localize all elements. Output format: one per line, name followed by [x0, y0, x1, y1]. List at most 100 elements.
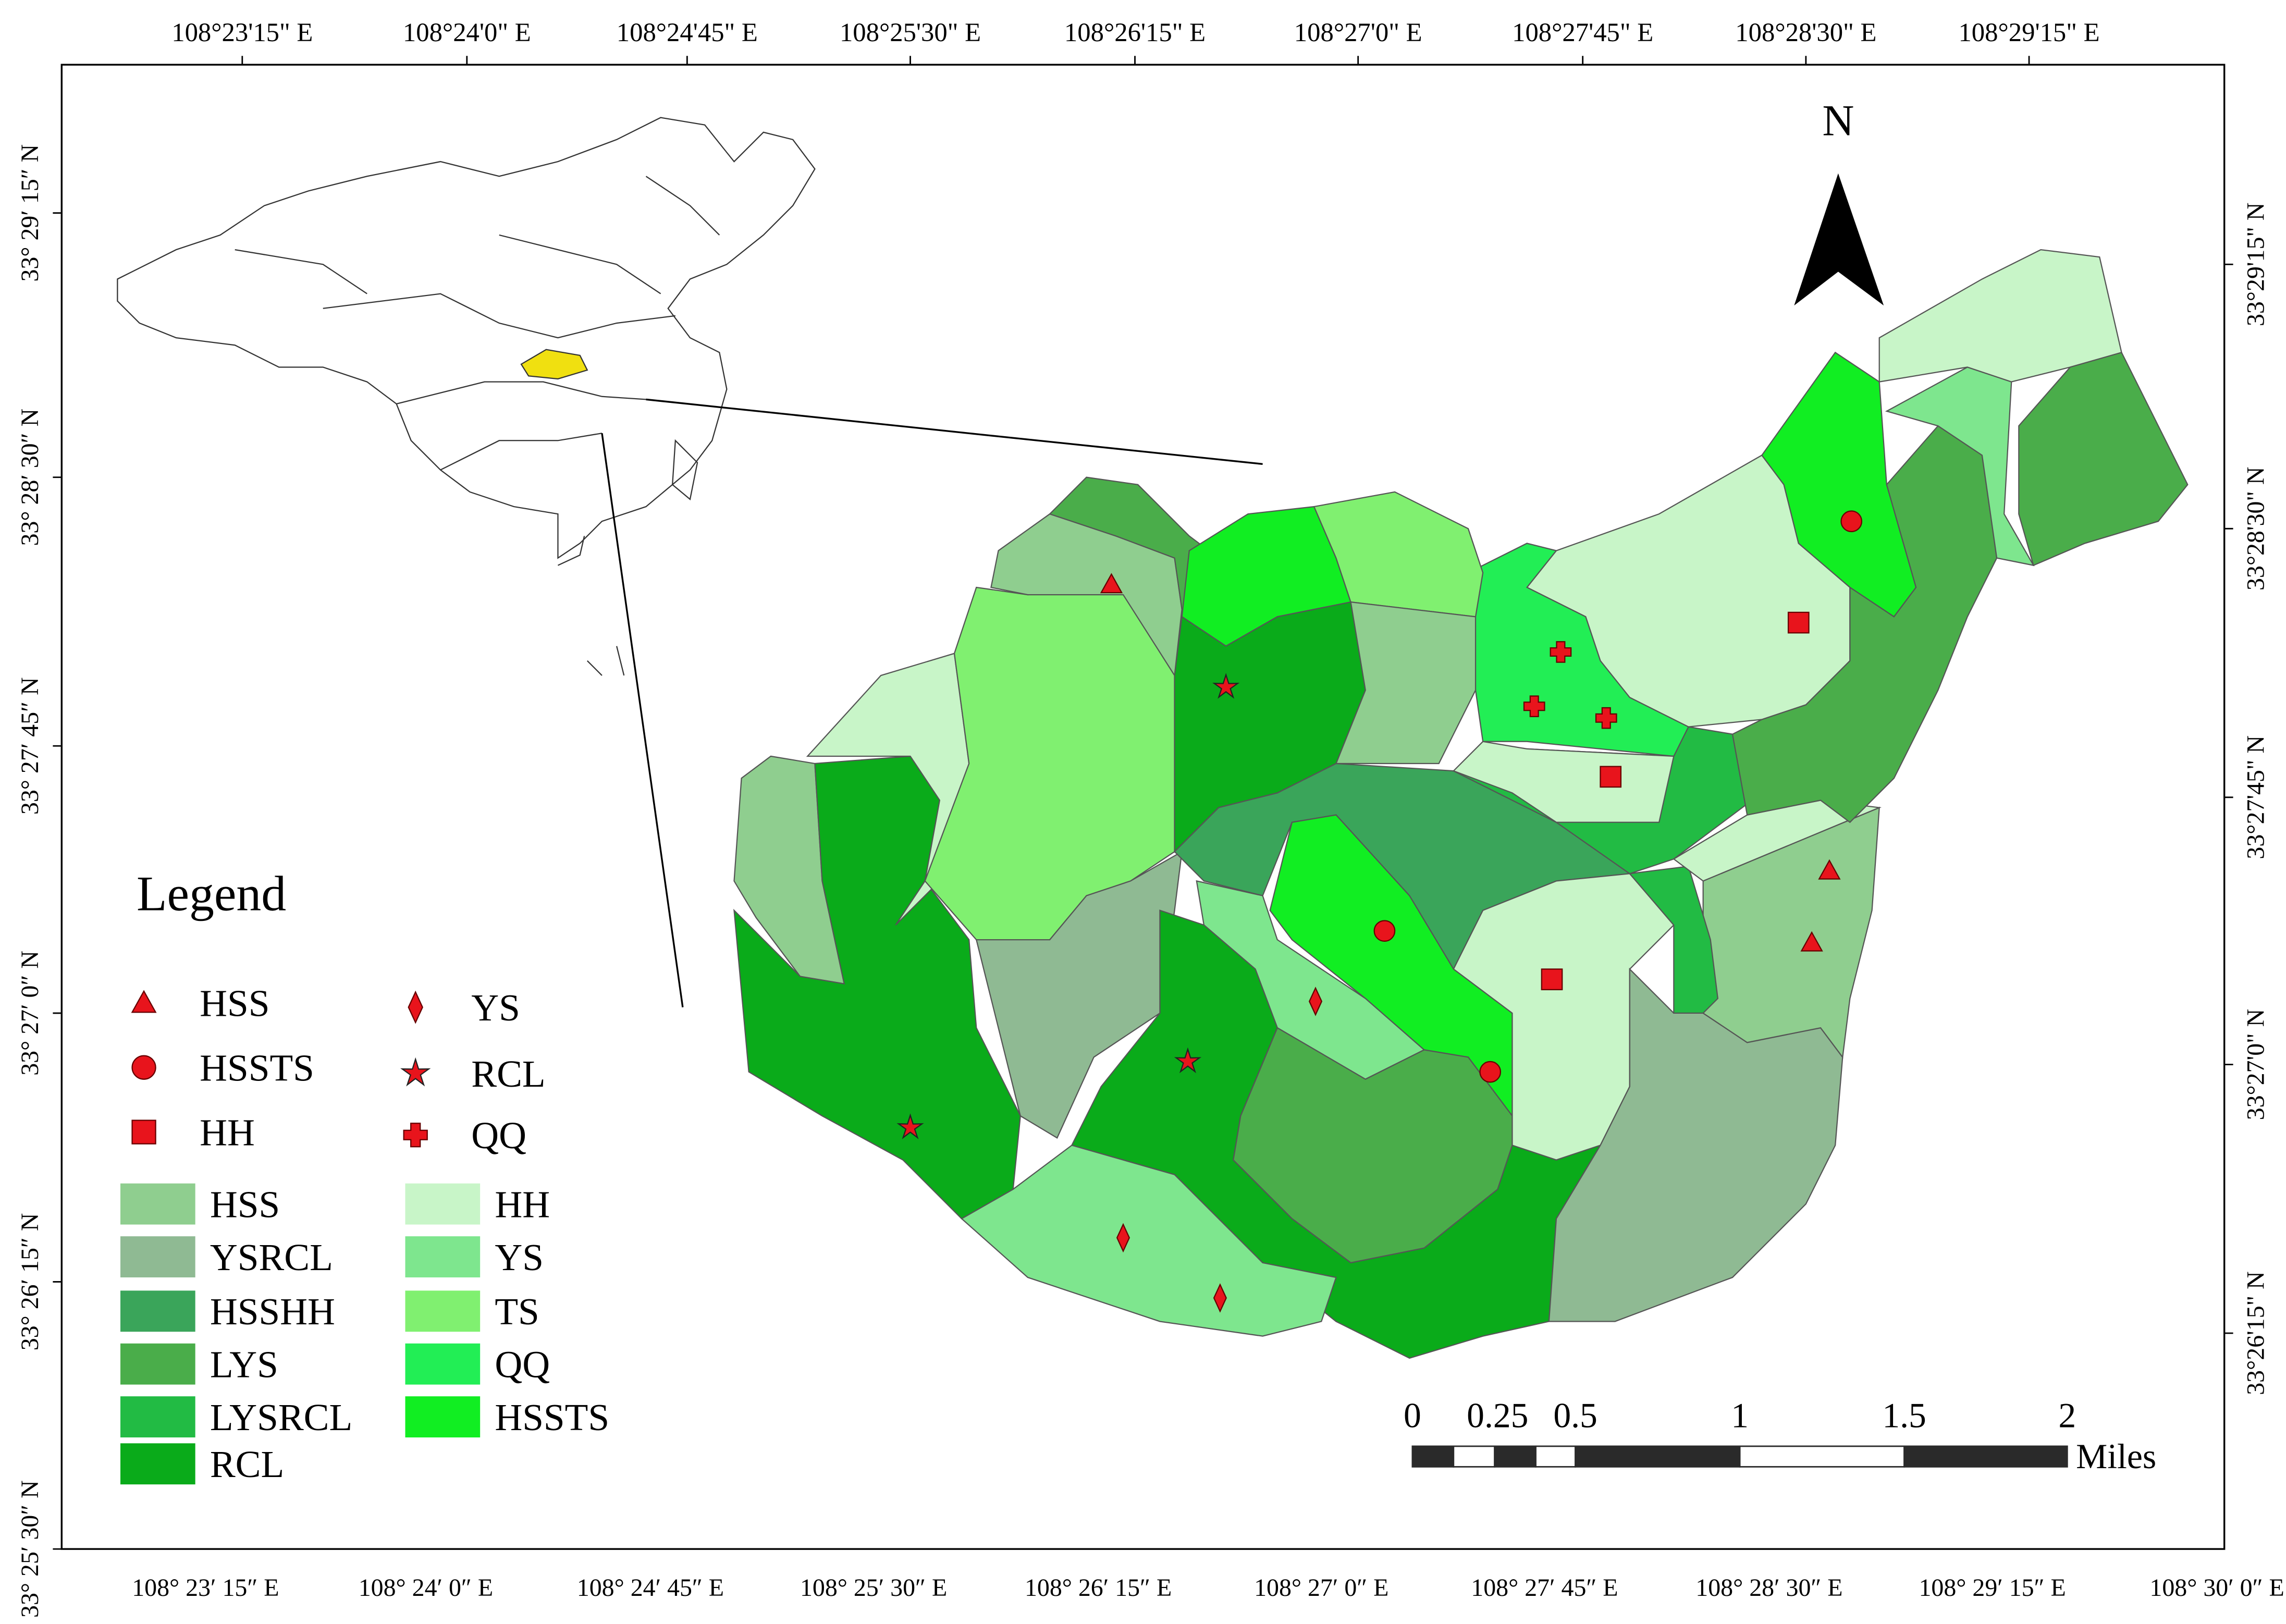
triangle-symbol — [1100, 573, 1123, 594]
legend-point-label: HH — [200, 1111, 255, 1153]
north-arrow — [1794, 173, 1884, 306]
scale-unit: Miles — [2076, 1437, 2156, 1476]
star-symbol — [1212, 673, 1240, 699]
square-symbol — [1600, 766, 1622, 788]
square-symbol — [1787, 611, 1810, 634]
legend-swatch — [405, 1343, 481, 1385]
scale-segment — [1739, 1445, 1905, 1468]
soil-region — [1313, 491, 1484, 618]
legend-point-label: RCL — [471, 1053, 545, 1095]
bottom-coordinate-label: 108° 30′ 0″ E — [2149, 1574, 2284, 1602]
legend-area-label: LYS — [210, 1344, 278, 1386]
legend-point-label: YS — [471, 987, 520, 1029]
triangle-symbol — [1818, 859, 1841, 880]
province-lines — [235, 176, 720, 471]
bottom-coordinate-label: 108° 27′ 0″ E — [1254, 1574, 1388, 1602]
legend-swatch — [120, 1343, 195, 1385]
star-symbol — [1174, 1047, 1202, 1074]
bottom-coordinate-label: 108° 29′ 15″ E — [1919, 1574, 2066, 1602]
map-frame — [60, 64, 2226, 1550]
bottom-coordinate-label: 108° 27′ 45″ E — [1471, 1574, 1618, 1602]
legend-area-label: YSRCL — [210, 1236, 333, 1278]
top-coordinate-label: 108°25'30" E — [840, 18, 981, 47]
circle-symbol — [131, 1055, 156, 1080]
top-coordinate-label: 108°24'45" E — [617, 18, 758, 47]
soil-region — [806, 653, 970, 926]
cross-symbol — [1523, 695, 1545, 718]
soil-region — [1335, 601, 1477, 765]
top-coordinate-label: 108°26'15" E — [1064, 18, 1206, 47]
soil-region — [975, 850, 1183, 1139]
legend-swatch — [120, 1396, 195, 1438]
legend-area-label: HSSHH — [210, 1290, 335, 1333]
circle-symbol — [1840, 510, 1863, 533]
scale-segment — [1494, 1445, 1537, 1468]
bottom-coordinate-label: 108° 24′ 0″ E — [359, 1574, 493, 1602]
left-coordinate-label: 33° 27′ 45″ N — [16, 677, 44, 815]
legend-area-label: QQ — [495, 1344, 550, 1386]
connector-line — [646, 398, 1263, 465]
right-coordinate-label: 33°27'0" N — [2242, 1009, 2270, 1121]
legend-area-label: HSS — [210, 1183, 280, 1225]
scale-segment — [1453, 1445, 1496, 1468]
legend-area-label: LYSRCL — [210, 1396, 352, 1438]
left-coordinate-label: 33° 25′ 30″ N — [16, 1480, 44, 1618]
scale-label: 1 — [1731, 1396, 1749, 1435]
soil-region — [1233, 1027, 1513, 1264]
legend-point-label: QQ — [471, 1114, 526, 1157]
connector-line — [601, 433, 684, 1007]
square-symbol — [131, 1119, 156, 1145]
diamond-symbol — [408, 990, 423, 1024]
circle-symbol — [1373, 920, 1396, 942]
islands — [557, 439, 698, 676]
right-coordinate-label: 33°29'15" N — [2242, 203, 2270, 326]
legend-swatch — [405, 1290, 481, 1332]
bottom-coordinate-label: 108° 23′ 15″ E — [132, 1574, 279, 1602]
left-coordinate-label: 33° 28′ 30″ N — [16, 409, 44, 546]
legend-point-label: HSSTS — [200, 1047, 314, 1089]
diamond-symbol — [1116, 1223, 1130, 1253]
scale-segment — [1903, 1445, 2068, 1468]
scale-segment — [1575, 1445, 1741, 1468]
legend-swatch — [120, 1443, 195, 1485]
star-symbol — [400, 1057, 431, 1087]
legend-swatch — [405, 1183, 481, 1225]
legend-area-label: YS — [495, 1236, 544, 1278]
legend-area-label: HH — [495, 1183, 550, 1225]
scale-label: 1.5 — [1882, 1396, 1926, 1435]
star-symbol — [896, 1113, 924, 1139]
bottom-coordinate-label: 108° 24′ 45″ E — [577, 1574, 724, 1602]
soil-region — [2018, 351, 2189, 567]
scale-label: 0 — [1404, 1396, 1421, 1435]
soil-region — [961, 1145, 1337, 1337]
study-area — [733, 249, 2189, 1359]
top-coordinate-label: 108°27'45" E — [1512, 18, 1653, 47]
square-symbol — [1541, 968, 1563, 990]
left-coordinate-label: 33° 26′ 15″ N — [16, 1213, 44, 1351]
cross-symbol — [403, 1123, 428, 1148]
legend-area-label: TS — [495, 1290, 539, 1333]
right-coordinate-label: 33°27'45" N — [2242, 735, 2270, 859]
scale-label: 2 — [2058, 1396, 2076, 1435]
scale-label: 0.25 — [1467, 1396, 1528, 1435]
scale-segment — [1535, 1445, 1577, 1468]
scale-label: 0.5 — [1553, 1396, 1597, 1435]
north-label: N — [1822, 96, 1854, 145]
legend-point-label: HSS — [200, 982, 269, 1025]
right-coordinate-label: 33°28'30" N — [2242, 467, 2270, 590]
bottom-coordinate-label: 108° 28′ 30″ E — [1695, 1574, 1842, 1602]
soil-region — [1452, 741, 1675, 823]
diamond-symbol — [1308, 987, 1323, 1016]
triangle-symbol — [131, 990, 157, 1013]
top-coordinate-label: 108°27'0" E — [1294, 18, 1422, 47]
top-coordinate-label: 108°23'15" E — [171, 18, 313, 47]
legend-swatch — [405, 1236, 481, 1277]
sample-points — [896, 510, 1863, 1313]
soil-region — [1628, 865, 1719, 1014]
bottom-coordinate-label: 108° 25′ 30″ E — [800, 1574, 947, 1602]
highlight-province — [520, 349, 588, 380]
top-coordinate-label: 108°29'15" E — [1958, 18, 2099, 47]
legend-swatch — [120, 1290, 195, 1332]
diamond-symbol — [1213, 1283, 1227, 1313]
